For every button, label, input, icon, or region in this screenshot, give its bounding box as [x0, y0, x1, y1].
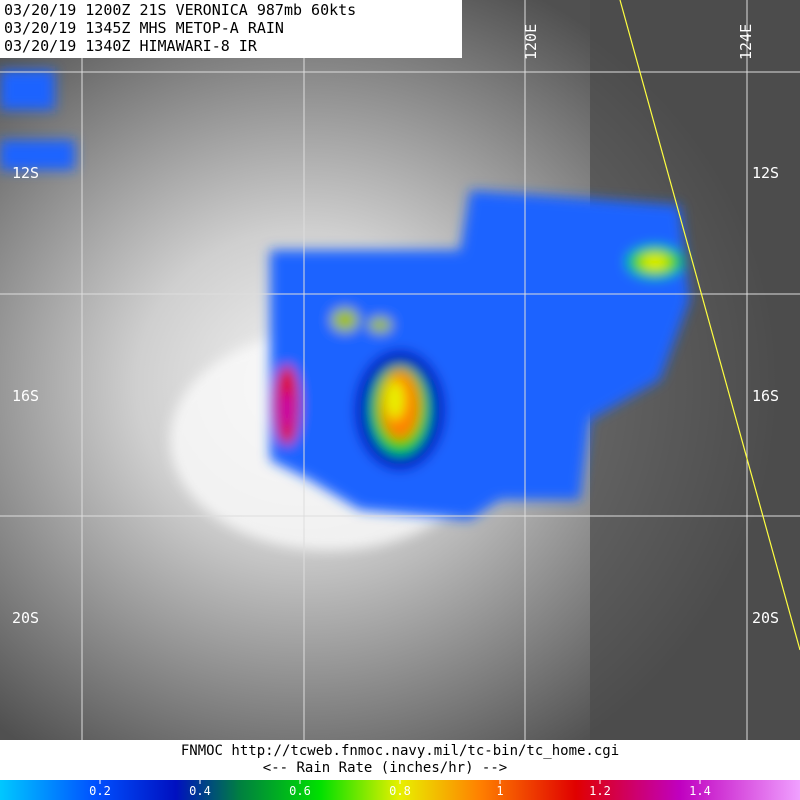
header-box — [0, 0, 462, 58]
grid — [0, 0, 800, 740]
footer-caption: <-- Rain Rate (inches/hr) --> — [263, 760, 507, 776]
colorbar-tick-label: 1 — [496, 784, 503, 798]
colorbar-tick-label: 0.8 — [389, 784, 411, 798]
lat-label: 16S — [12, 387, 39, 405]
ir-image — [0, 0, 800, 740]
header-line: 03/20/19 1340Z HIMAWARI-8 IR — [4, 37, 258, 55]
footer-source: FNMOC http://tcweb.fnmoc.navy.mil/tc-bin… — [181, 743, 619, 759]
colorbar-tick-label: 1.4 — [689, 784, 711, 798]
swath-edge — [619, 0, 800, 651]
colorbar-tick-label: 0.2 — [89, 784, 111, 798]
colorbar-tick-label: 0.4 — [189, 784, 211, 798]
colorbar-gradient — [0, 780, 800, 800]
lat-label: 16S — [752, 387, 779, 405]
colorbar: 0.2 0.4 0.6 0.8 1 1.2 1.4 — [0, 780, 800, 800]
lat-label: 12S — [752, 164, 779, 182]
lat-label: 20S — [752, 609, 779, 627]
rain-field — [0, 70, 690, 520]
footer-box — [0, 740, 800, 780]
lon-label: 120E — [522, 24, 540, 60]
lat-label: 12S — [12, 164, 39, 182]
lat-label: 20S — [12, 609, 39, 627]
lon-label: 124E — [737, 24, 755, 60]
colorbar-tick-label: 1.2 — [589, 784, 611, 798]
colorbar-tick-label: 0.6 — [289, 784, 311, 798]
header-line: 03/20/19 1200Z 21S VERONICA 987mb 60kts — [4, 1, 356, 19]
header-line: 03/20/19 1345Z MHS METOP-A RAIN — [4, 19, 284, 37]
